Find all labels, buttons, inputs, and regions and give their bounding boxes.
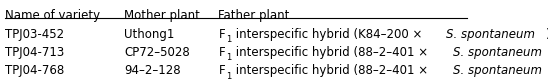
Text: Father plant: Father plant (219, 9, 290, 22)
Text: interspecific hybrid (88–2–401 ×: interspecific hybrid (88–2–401 × (232, 46, 432, 59)
Text: 1: 1 (226, 53, 231, 62)
Text: Mother plant: Mother plant (124, 9, 201, 22)
Text: S. spontaneum: S. spontaneum (447, 28, 535, 41)
Text: S. spontaneum: S. spontaneum (453, 46, 542, 59)
Text: TPJ03-452: TPJ03-452 (5, 28, 64, 41)
Text: TPJ04-713: TPJ04-713 (5, 46, 64, 59)
Text: F: F (219, 28, 225, 41)
Text: 1: 1 (226, 35, 231, 44)
Text: 94–2–128: 94–2–128 (124, 64, 181, 77)
Text: ): ) (545, 28, 548, 41)
Text: CP72–5028: CP72–5028 (124, 46, 190, 59)
Text: S. spontaneum: S. spontaneum (453, 64, 542, 77)
Text: F: F (219, 64, 225, 77)
Text: Uthong1: Uthong1 (124, 28, 175, 41)
Text: interspecific hybrid (88–2–401 ×: interspecific hybrid (88–2–401 × (232, 64, 432, 77)
Text: TPJ04-768: TPJ04-768 (5, 64, 64, 77)
Text: 1: 1 (226, 72, 231, 81)
Text: Name of variety: Name of variety (5, 9, 100, 22)
Text: interspecific hybrid (K84–200 ×: interspecific hybrid (K84–200 × (232, 28, 426, 41)
Text: F: F (219, 46, 225, 59)
